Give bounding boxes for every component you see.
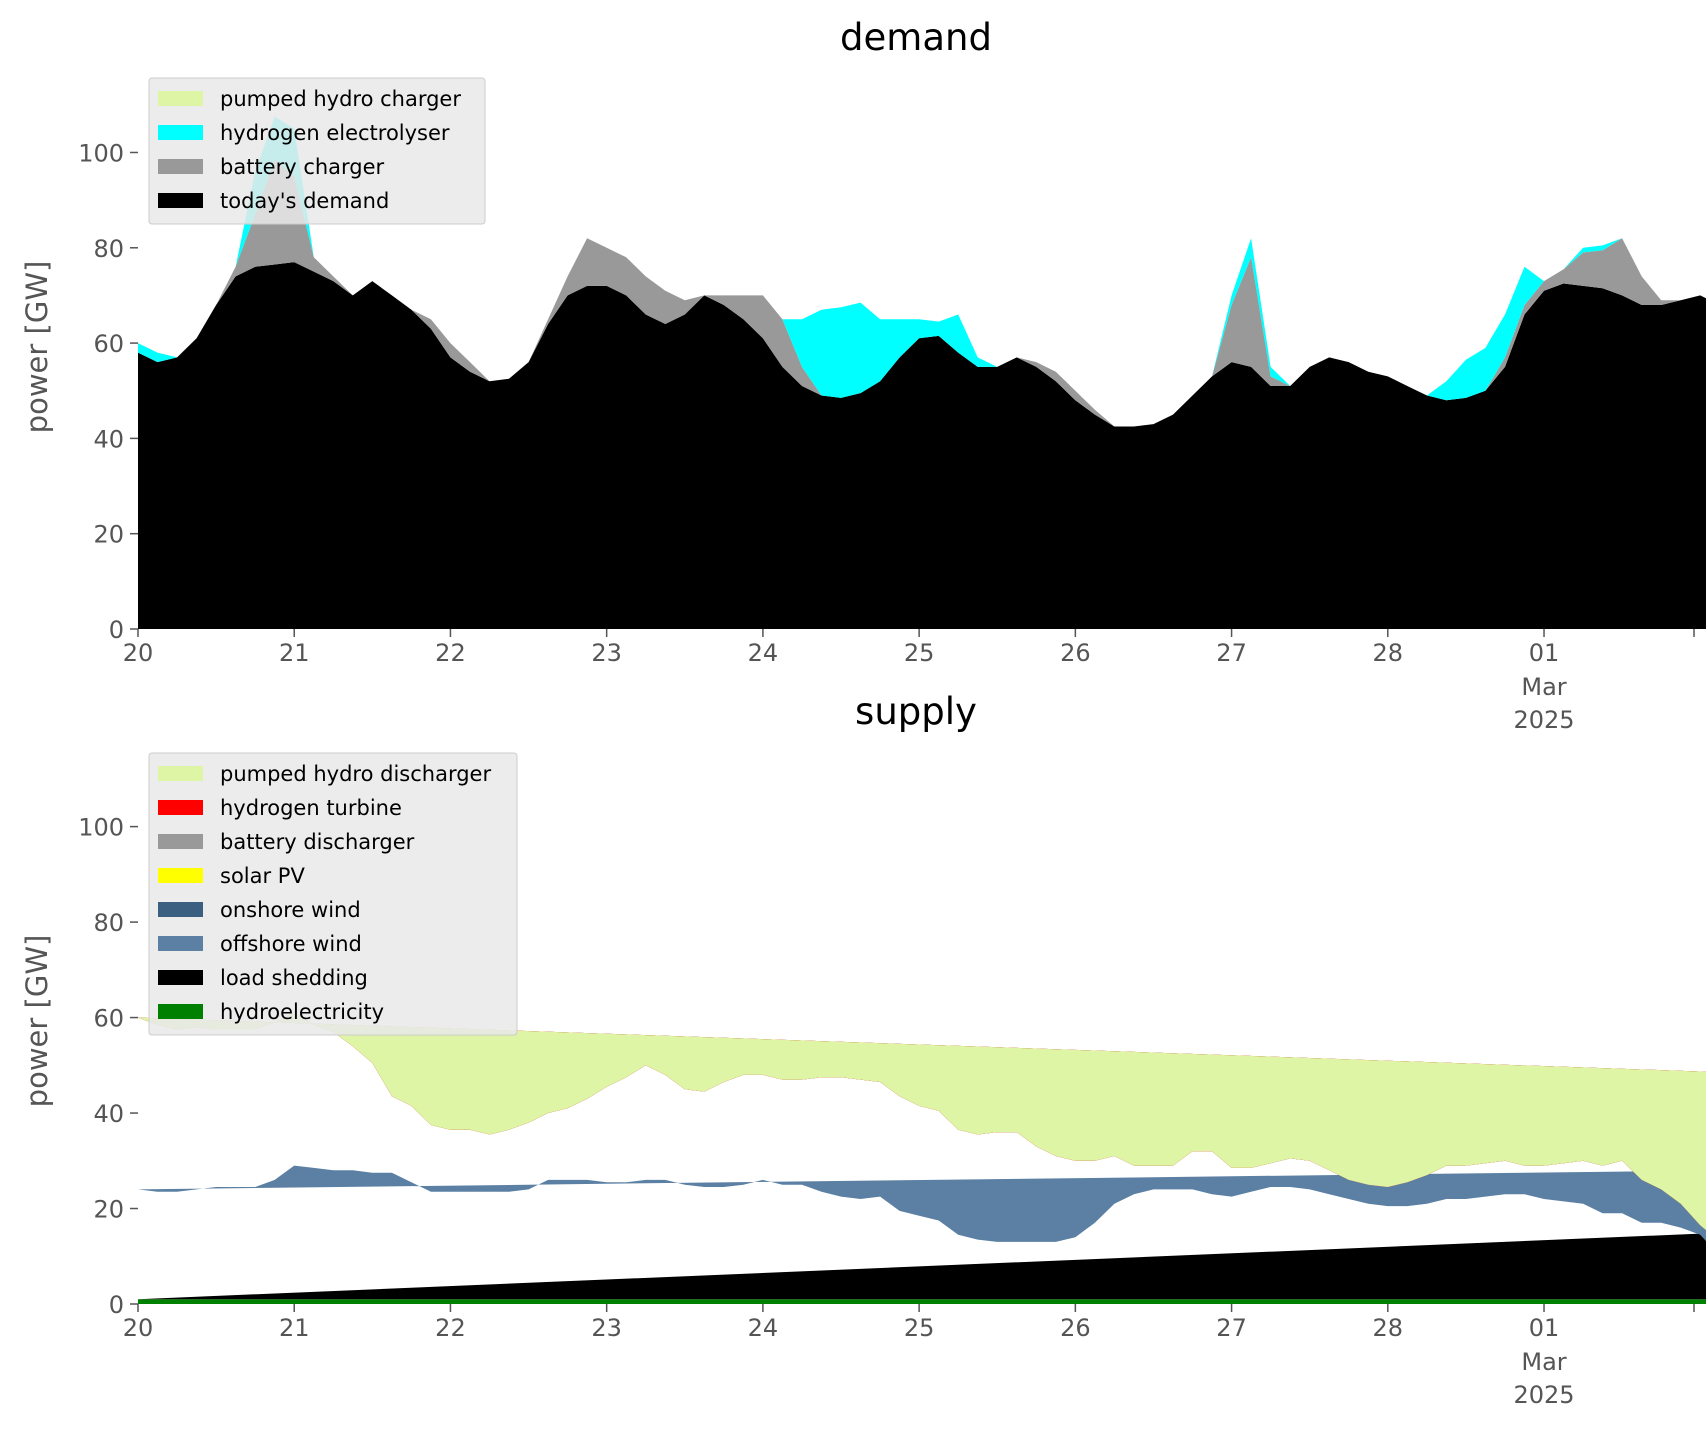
- legend-swatch-today-s-demand: [158, 193, 203, 208]
- legend-swatch-offshore-wind: [158, 936, 203, 951]
- area-hydroelectricity: [138, 1299, 1706, 1304]
- y-tick-label: 20: [93, 1196, 124, 1224]
- y-tick-label: 60: [93, 1005, 124, 1033]
- legend-swatch-hydroelectricity: [158, 1004, 203, 1019]
- legend-swatch-battery-charger: [158, 159, 203, 174]
- legend-label-offshore-wind: offshore wind: [220, 932, 362, 956]
- demand-ylabel: power [GW]: [20, 261, 54, 434]
- x-tick-label: 21: [279, 1314, 310, 1342]
- legend-swatch-hydrogen-electrolyser: [158, 125, 203, 140]
- legend-swatch-pumped-hydro-charger: [158, 91, 203, 106]
- y-tick-label: 80: [93, 909, 124, 937]
- legend-label-pumped-hydro-charger: pumped hydro charger: [220, 87, 461, 111]
- x-tick-sublabel: Mar: [1521, 673, 1566, 701]
- x-tick-label: 24: [748, 1314, 779, 1342]
- x-tick-sublabel: 2025: [1513, 1381, 1574, 1409]
- area-offshore-wind: [138, 1165, 1706, 1242]
- legend-swatch-hydrogen-turbine: [158, 800, 203, 815]
- legend-label-battery-charger: battery charger: [220, 155, 385, 179]
- x-tick-label: 01: [1529, 639, 1560, 667]
- legend-swatch-onshore-wind: [158, 902, 203, 917]
- legend-box: [148, 752, 518, 1036]
- x-tick-label: 27: [1216, 639, 1247, 667]
- legend-label-onshore-wind: onshore wind: [220, 898, 361, 922]
- area-pumped-hydro-discharger: [138, 1012, 1706, 1231]
- x-tick-label: 26: [1060, 1314, 1091, 1342]
- legend-label-load-shedding: load shedding: [220, 966, 368, 990]
- legend-label-hydrogen-turbine: hydrogen turbine: [220, 796, 402, 820]
- x-tick-sublabel: Mar: [1521, 1348, 1566, 1376]
- x-tick-label: 21: [279, 639, 310, 667]
- x-tick-label: 22: [435, 1314, 466, 1342]
- legend-label-pumped-hydro-discharger: pumped hydro discharger: [220, 762, 491, 786]
- x-tick-sublabel: 2025: [1513, 706, 1574, 734]
- supply-areas: [138, 1012, 1706, 1304]
- x-tick-label: 24: [748, 639, 779, 667]
- x-tick-label: 23: [591, 1314, 622, 1342]
- x-tick-label: 01: [1529, 1314, 1560, 1342]
- y-tick-label: 0: [109, 1291, 124, 1319]
- demand-title: demand: [840, 16, 992, 59]
- y-tick-label: 100: [78, 814, 124, 842]
- legend-swatch-pumped-hydro-discharger: [158, 766, 203, 781]
- y-tick-label: 0: [109, 616, 124, 644]
- legend-label-solar-pv: solar PV: [220, 864, 305, 888]
- x-tick-label: 26: [1060, 639, 1091, 667]
- legend-label-hydrogen-electrolyser: hydrogen electrolyser: [220, 121, 450, 145]
- demand-legend: pumped hydro charger hydrogen electrolyse…: [148, 77, 486, 225]
- x-tick-label: 25: [904, 639, 935, 667]
- supply-ylabel: power [GW]: [20, 935, 54, 1108]
- y-tick-label: 60: [93, 330, 124, 358]
- x-tick-label: 22: [435, 639, 466, 667]
- legend-swatch-solar-pv: [158, 868, 203, 883]
- y-tick-label: 40: [93, 1100, 124, 1128]
- y-tick-label: 20: [93, 521, 124, 549]
- legend-label-hydroelectricity: hydroelectricity: [220, 1000, 384, 1024]
- y-tick-label: 40: [93, 425, 124, 453]
- legend-box: [148, 77, 486, 225]
- x-tick-label: 25: [904, 1314, 935, 1342]
- legend-label-today-s-demand: today's demand: [220, 189, 389, 213]
- x-tick-label: 28: [1373, 639, 1404, 667]
- y-tick-label: 100: [78, 139, 124, 167]
- supply-title: supply: [855, 690, 977, 733]
- supply-legend: pumped hydro discharger hydrogen turbine b…: [148, 752, 518, 1036]
- area-today-s-demand: [138, 262, 1706, 629]
- area-load-shedding: [138, 1233, 1706, 1300]
- legend-label-battery-discharger: battery discharger: [220, 830, 415, 854]
- y-tick-label: 80: [93, 235, 124, 263]
- x-tick-label: 20: [123, 639, 154, 667]
- x-tick-label: 27: [1216, 1314, 1247, 1342]
- legend-swatch-battery-discharger: [158, 834, 203, 849]
- x-tick-label: 23: [591, 639, 622, 667]
- legend-swatch-load-shedding: [158, 970, 203, 985]
- x-tick-label: 20: [123, 1314, 154, 1342]
- x-tick-label: 28: [1373, 1314, 1404, 1342]
